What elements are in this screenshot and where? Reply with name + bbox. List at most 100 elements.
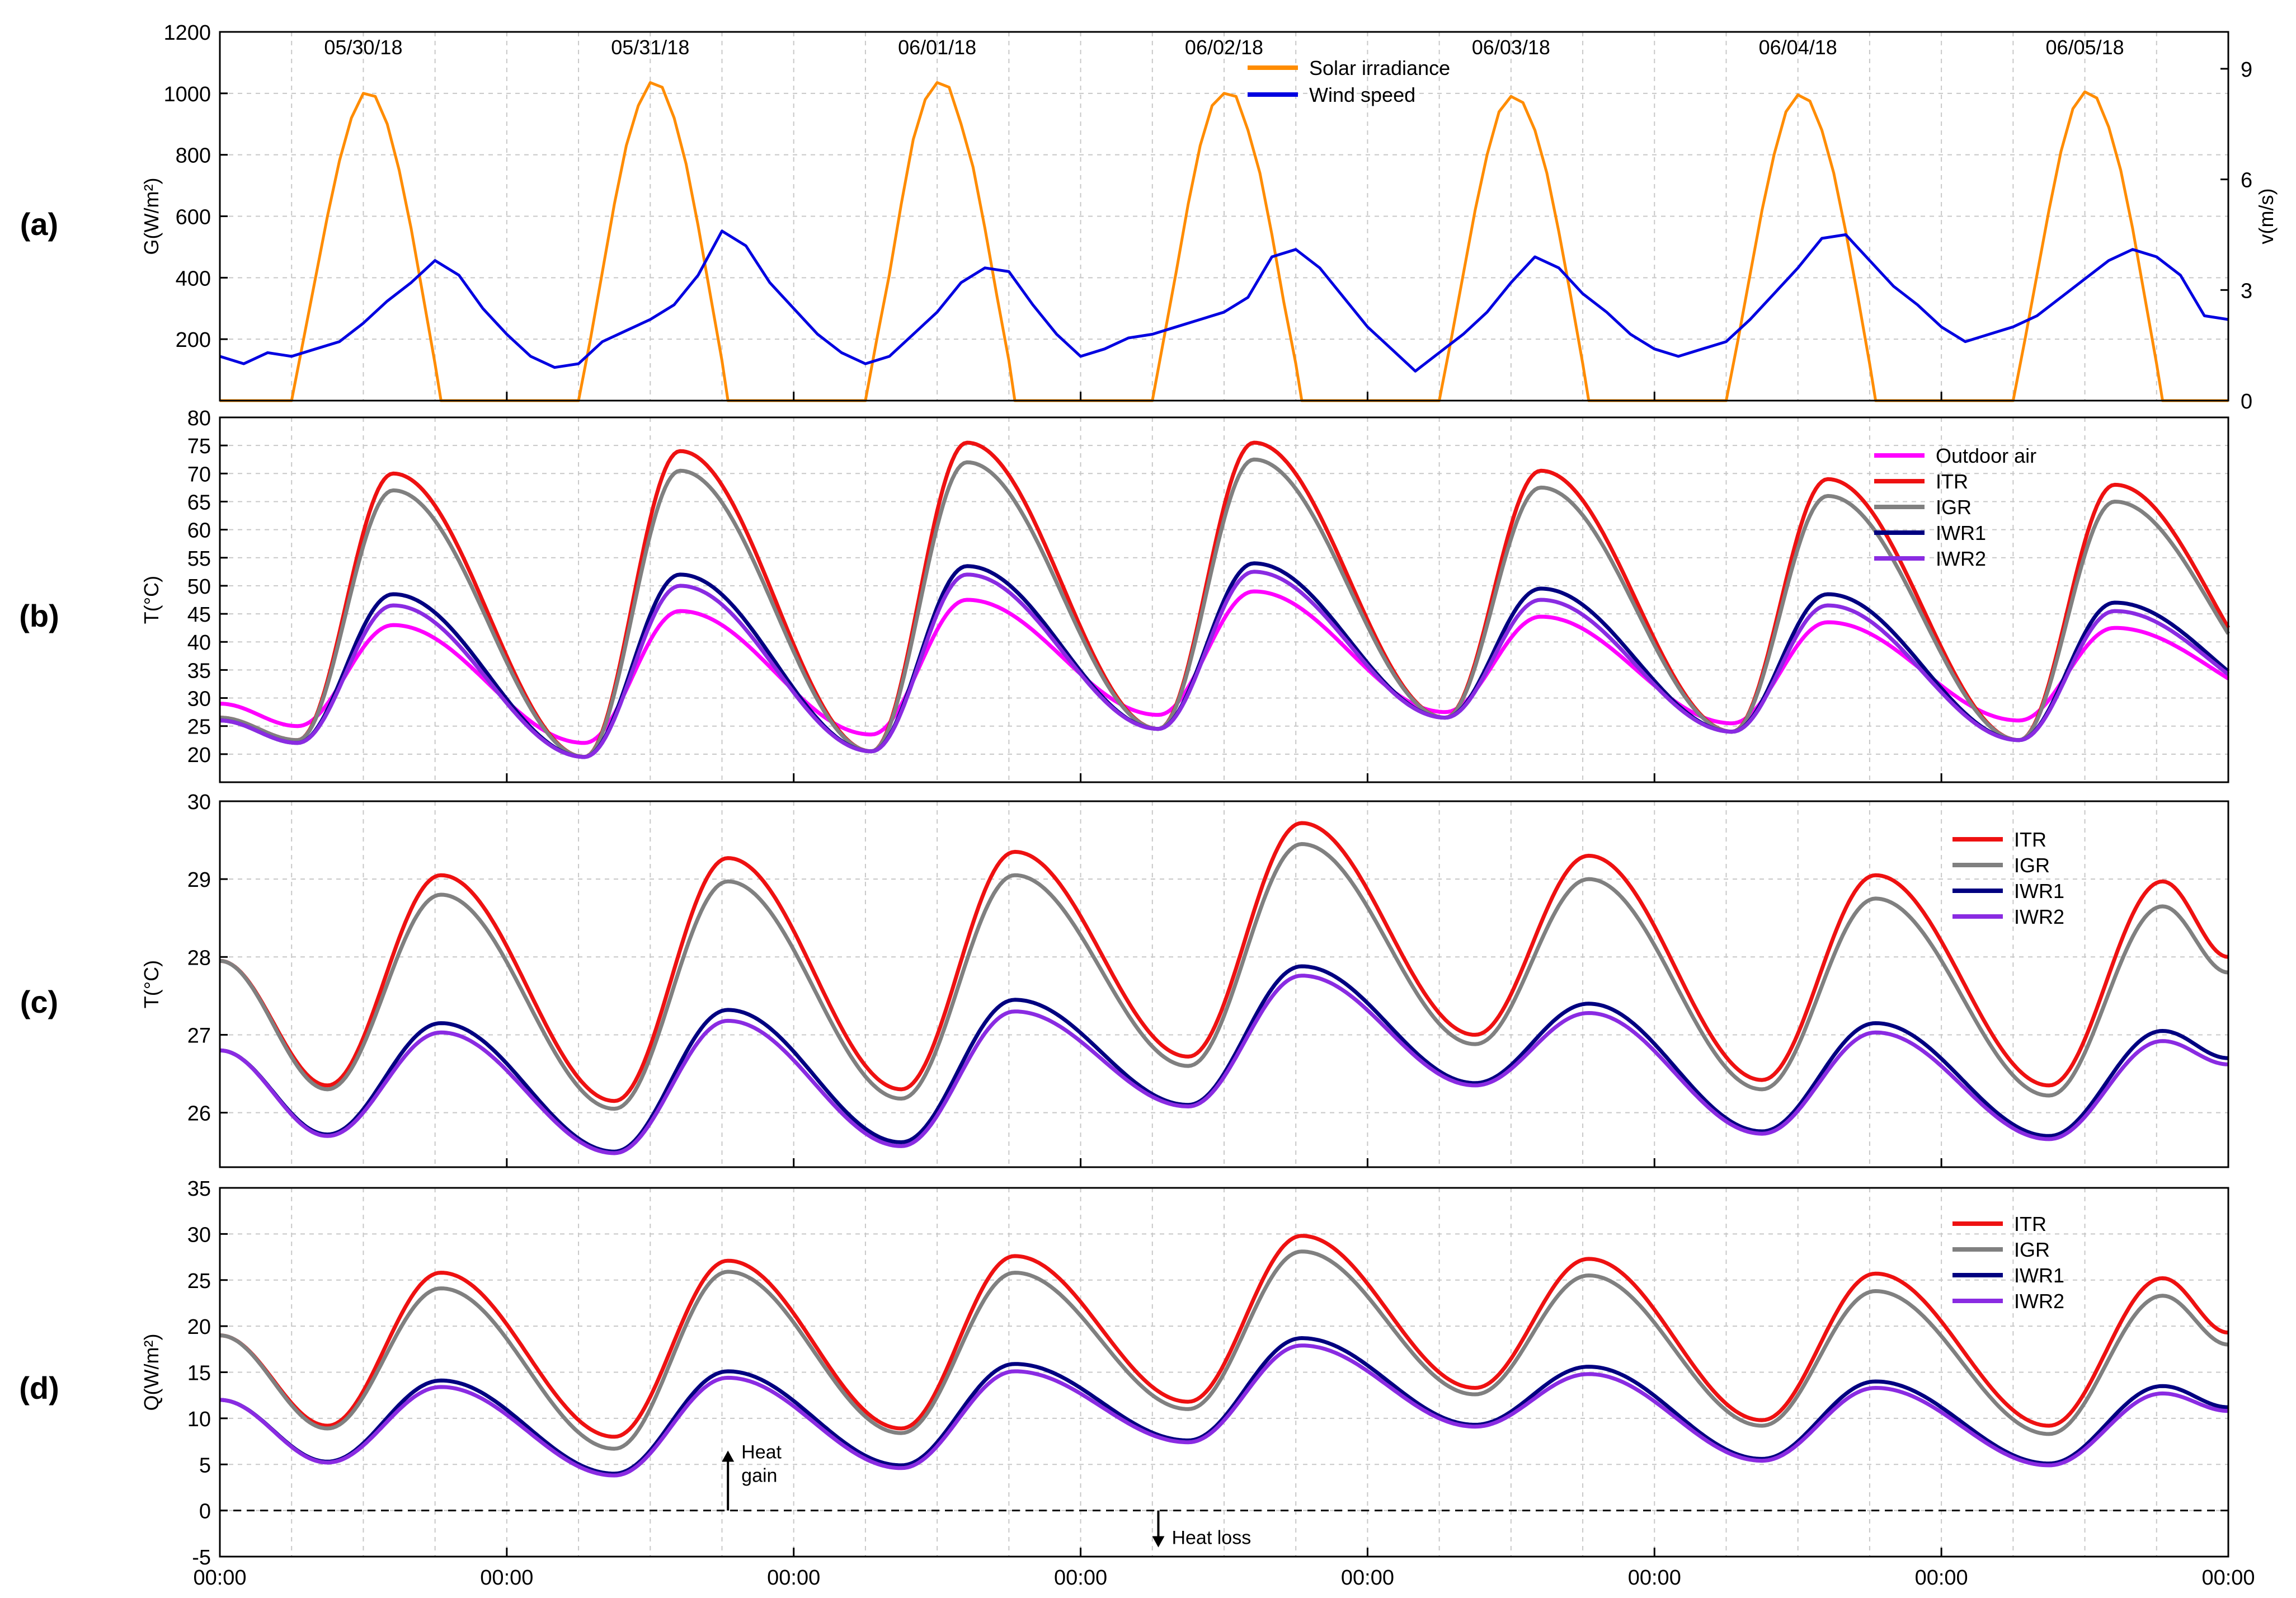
date-label: 05/31/18 bbox=[611, 36, 689, 59]
legend: Solar irradiance Wind speed bbox=[1248, 57, 1450, 106]
plot-frame bbox=[219, 800, 2229, 1168]
legend-label: IWR2 bbox=[2014, 1290, 2064, 1313]
date-label: 06/01/18 bbox=[898, 36, 976, 59]
panel-label-a: (a) bbox=[20, 206, 58, 242]
series-line-iwr1 bbox=[219, 1336, 2229, 1476]
series-line-solar-irradiance bbox=[220, 81, 2228, 402]
y-tick-label: 600 bbox=[176, 206, 211, 229]
x-axis: 00:00 00:00 00:00 00:00 00:00 00:00 00:00 00:00 bbox=[193, 1548, 2255, 1590]
x-tick-label: 00:00 bbox=[1628, 1566, 1681, 1590]
y-tick-label: 1200 bbox=[163, 21, 211, 45]
panel-label-b: (b) bbox=[19, 598, 59, 633]
y-tick-label: 30 bbox=[187, 791, 211, 814]
y-tick-label: -5 bbox=[192, 1546, 211, 1569]
y-tick-label: 65 bbox=[187, 491, 211, 514]
date-label: 06/03/18 bbox=[1472, 36, 1550, 59]
y-tick-label: 20 bbox=[187, 1315, 211, 1339]
legend-label: IWR1 bbox=[2014, 1264, 2064, 1287]
legend-label: ITR bbox=[1936, 470, 1968, 493]
y-tick-label: 75 bbox=[187, 435, 211, 458]
x-tick-label: 00:00 bbox=[193, 1566, 246, 1590]
legend-label: IWR1 bbox=[2014, 880, 2064, 903]
y2-tick-label: 9 bbox=[2241, 58, 2252, 82]
x-tick-label: 00:00 bbox=[1915, 1566, 1968, 1590]
y-tick-label: 10 bbox=[187, 1408, 211, 1431]
y-tick-label: 30 bbox=[187, 1223, 211, 1247]
x-tick-label: 00:00 bbox=[480, 1566, 533, 1590]
y-axis: 26 27 28 29 30 T(°C) bbox=[140, 791, 228, 1126]
y-tick-label: 5 bbox=[199, 1454, 211, 1477]
y-axis: -5 0 5 10 15 20 25 30 35 Q(W/m²) bbox=[140, 1177, 228, 1569]
annotation-arrow-head bbox=[1152, 1536, 1165, 1548]
series-line-itr bbox=[219, 1234, 2229, 1439]
series-line-iwr2 bbox=[219, 1343, 2229, 1478]
legend-label: ITR bbox=[2014, 828, 2046, 851]
legend-label: IWR2 bbox=[1936, 547, 1986, 570]
x-tick-label: 00:00 bbox=[2201, 1566, 2255, 1590]
date-label: 06/04/18 bbox=[1759, 36, 1837, 59]
y2-tick-label: 6 bbox=[2241, 169, 2252, 192]
legend-label: Solar irradiance bbox=[1309, 57, 1450, 79]
series-line-iwr2 bbox=[219, 570, 2230, 759]
y-tick-label: 26 bbox=[187, 1102, 211, 1126]
y2-axis-label: v(m/s) bbox=[2255, 189, 2278, 245]
y-axis: 20 25 30 35 40 45 50 55 60 65 70 75 80 T(°C) bbox=[140, 407, 228, 767]
y-axis-label: G(W/m²) bbox=[140, 178, 163, 255]
y-tick-label: 15 bbox=[187, 1362, 211, 1385]
x-tick-label: 00:00 bbox=[767, 1566, 820, 1590]
y-tick-label: 80 bbox=[187, 407, 211, 430]
y-tick-label: 29 bbox=[187, 868, 211, 892]
y-tick-label: 45 bbox=[187, 603, 211, 627]
series-line-wind-speed bbox=[219, 229, 2229, 373]
series-line-igr bbox=[219, 1249, 2229, 1451]
series-line-igr bbox=[219, 842, 2229, 1111]
plot-frame bbox=[219, 416, 2229, 783]
x-tick-label: 00:00 bbox=[1054, 1566, 1107, 1590]
y-tick-label: 800 bbox=[176, 144, 211, 168]
y-tick-label: 25 bbox=[187, 716, 211, 739]
y-tick-label: 55 bbox=[187, 547, 211, 571]
legend-label: Wind speed bbox=[1309, 83, 1415, 106]
gridlines bbox=[219, 801, 2229, 1167]
panel-label-d: (d) bbox=[19, 1370, 59, 1406]
annotation-heat-loss: Heat loss bbox=[1152, 1510, 1251, 1549]
y-tick-label: 35 bbox=[187, 1177, 211, 1201]
x-axis bbox=[219, 392, 2229, 401]
annotation-text: Heat bbox=[741, 1442, 782, 1463]
y-tick-label: 400 bbox=[176, 267, 211, 290]
annotation-text: gain bbox=[741, 1465, 777, 1487]
y-tick-label: 27 bbox=[187, 1024, 211, 1047]
x-axis bbox=[219, 773, 2229, 782]
y-axis-label: Q(W/m²) bbox=[140, 1334, 163, 1411]
y-tick-label: 0 bbox=[199, 1500, 211, 1524]
y-tick-label: 30 bbox=[187, 688, 211, 711]
annotation-text: Heat loss bbox=[1171, 1528, 1251, 1549]
y-tick-label: 35 bbox=[187, 659, 211, 683]
series-line-outdoor-air bbox=[219, 589, 2229, 745]
panel-a: 200 400 600 800 1000 1200 G(W/m²) 0 3 6 9 v(m/s) 05/… bbox=[140, 21, 2278, 413]
y2-axis: 0 3 6 9 v(m/s) bbox=[2220, 58, 2278, 413]
y-tick-label: 40 bbox=[187, 631, 211, 655]
y-axis-label: T(°C) bbox=[140, 960, 163, 1008]
y2-tick-label: 0 bbox=[2241, 390, 2252, 413]
series-line-iwr2 bbox=[219, 974, 2229, 1155]
y-tick-label: 70 bbox=[187, 463, 211, 486]
legend-label: Outdoor air bbox=[1936, 444, 2036, 467]
panel-b: 20 25 30 35 40 45 50 55 60 65 70 75 80 T(°C) Outdoor a… bbox=[140, 407, 2231, 783]
gridlines bbox=[219, 31, 2229, 401]
legend-label: ITR bbox=[2014, 1212, 2046, 1235]
legend-label: IGR bbox=[1936, 496, 1972, 519]
panel-label-c: (c) bbox=[20, 984, 58, 1019]
y-tick-label: 20 bbox=[187, 744, 211, 767]
legend-label: IWR1 bbox=[1936, 521, 1986, 544]
y-axis: 200 400 600 800 1000 1200 G(W/m²) bbox=[140, 21, 228, 352]
y-tick-label: 25 bbox=[187, 1270, 211, 1293]
y-tick-label: 200 bbox=[176, 328, 211, 352]
legend-label: IGR bbox=[2014, 1238, 2050, 1261]
legend-label: IWR2 bbox=[2014, 905, 2064, 928]
date-label: 06/05/18 bbox=[2046, 36, 2124, 59]
